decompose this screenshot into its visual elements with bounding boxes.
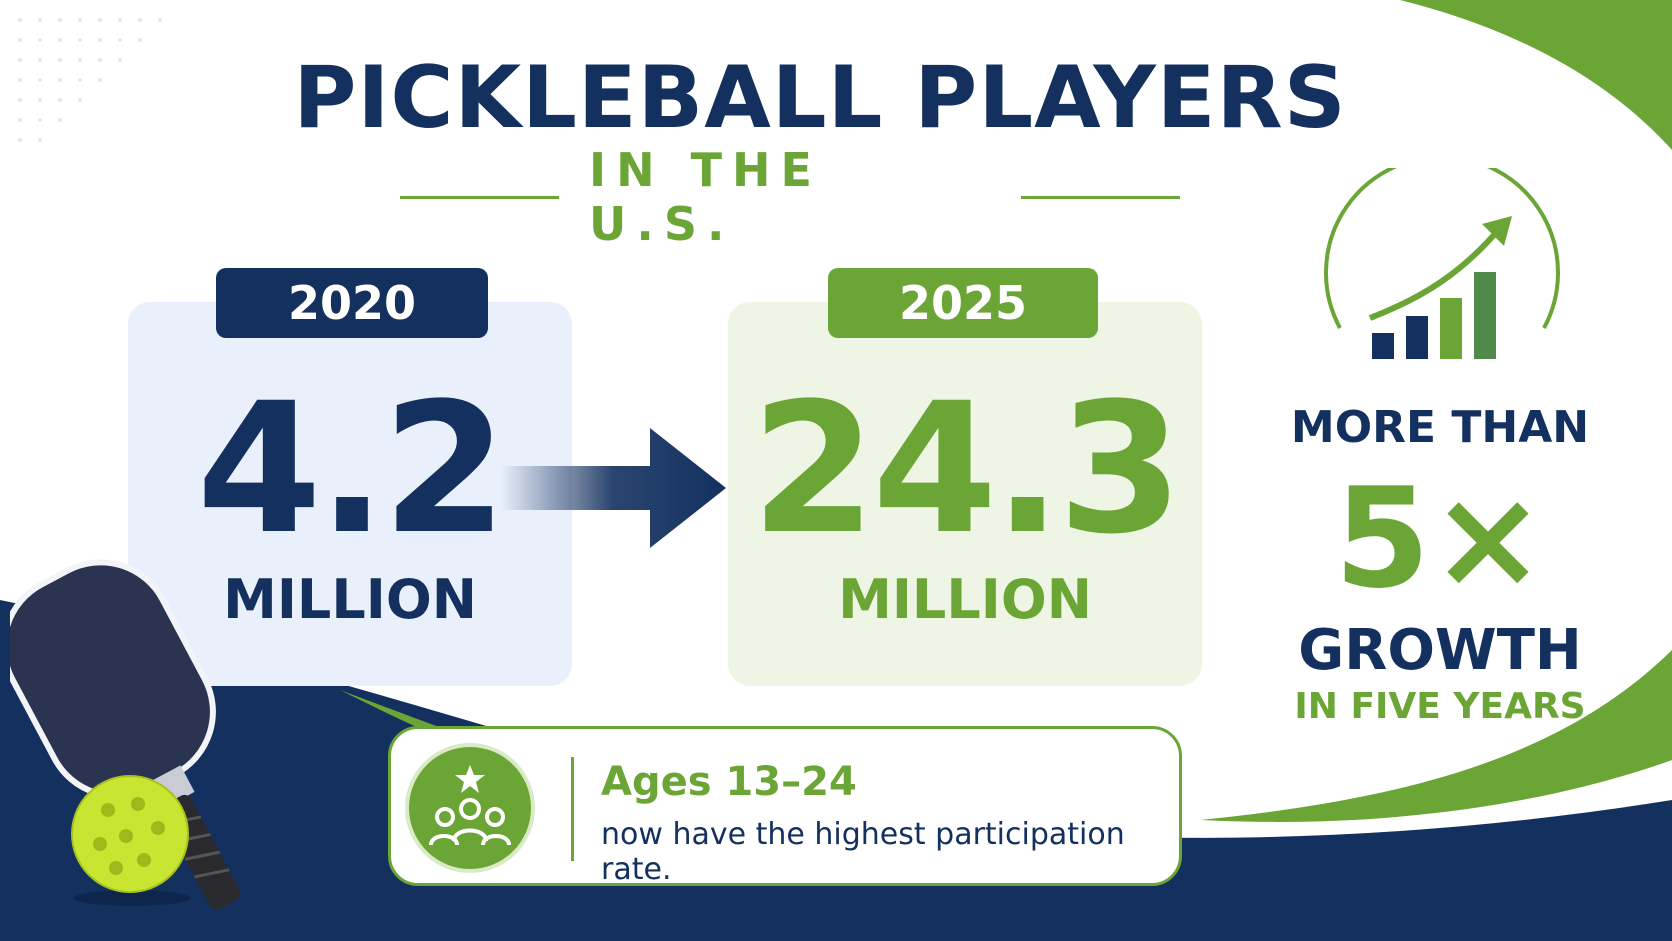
- year-badge-2025: 2025: [828, 268, 1098, 338]
- value-2020: 4.2: [196, 365, 508, 574]
- panel-2025: [728, 302, 1202, 686]
- growth-label-top: MORE THAN: [1290, 402, 1590, 453]
- year-badge-2020: 2020: [216, 268, 488, 338]
- growth-multiplier: 5×: [1334, 458, 1546, 619]
- unit-2020: MILLION: [223, 568, 477, 631]
- pickleball-icon: [71, 775, 190, 906]
- subtitle-rule-left: [400, 195, 560, 199]
- subtitle-rule-right: [1020, 195, 1180, 199]
- arrow-right-icon: [500, 428, 726, 548]
- callout-divider: [571, 757, 574, 861]
- callout-title: Ages 13–24: [601, 759, 857, 805]
- growth-label: GROWTH: [1298, 618, 1582, 683]
- subtitle-row: IN THE U.S.: [400, 143, 1180, 251]
- callout-box: Ages 13–24 now have the highest particip…: [388, 726, 1182, 887]
- value-2025: 24.3: [750, 365, 1183, 574]
- page-subtitle: IN THE U.S.: [589, 143, 822, 251]
- dot-pattern: [18, 18, 162, 142]
- growth-chart-icon: [1324, 168, 1560, 359]
- callout-body: now have the highest participation rate.: [601, 817, 1125, 887]
- growth-period: IN FIVE YEARS: [1294, 686, 1586, 727]
- unit-2025: MILLION: [838, 568, 1092, 631]
- page-title: PICKLEBALL PLAYERS: [293, 48, 1347, 148]
- panel-2020: [128, 302, 572, 686]
- group-star-icon: [405, 743, 535, 873]
